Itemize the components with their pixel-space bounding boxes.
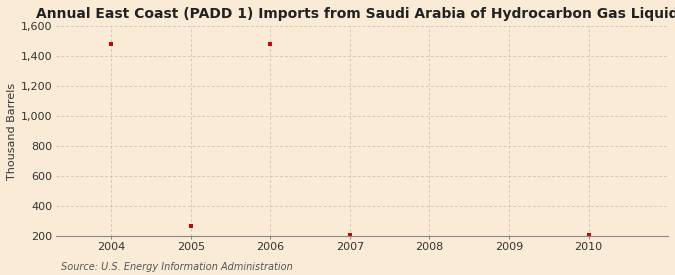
Text: Source: U.S. Energy Information Administration: Source: U.S. Energy Information Administ… bbox=[61, 262, 292, 272]
Y-axis label: Thousand Barrels: Thousand Barrels bbox=[7, 82, 17, 180]
Title: Annual East Coast (PADD 1) Imports from Saudi Arabia of Hydrocarbon Gas Liquids: Annual East Coast (PADD 1) Imports from … bbox=[36, 7, 675, 21]
